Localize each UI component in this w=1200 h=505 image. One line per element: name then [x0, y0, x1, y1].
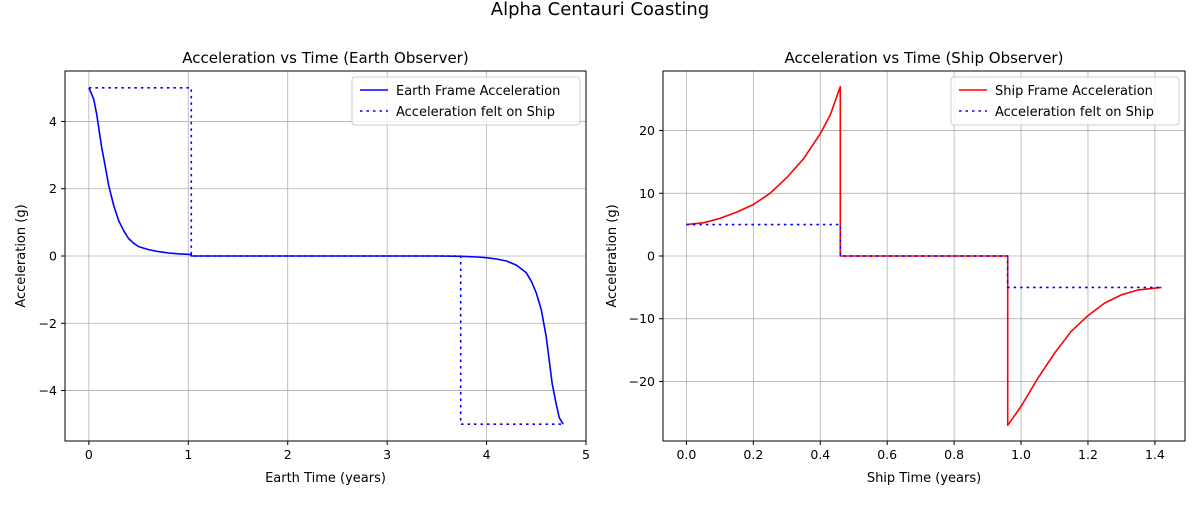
ship-x-tick-label: 0.6: [877, 447, 897, 462]
earth-x-tick-label: 3: [383, 447, 391, 462]
ship-x-ticks: 0.0 0.2 0.4 0.6 0.8 1.0 1.2 1.4: [676, 441, 1165, 462]
earth-chart-title: Acceleration vs Time (Earth Observer): [182, 49, 468, 67]
earth-x-tick-label: 4: [483, 447, 491, 462]
ship-series-felt-on-ship-line: [686, 223, 1162, 289]
ship-legend-label: Ship Frame Acceleration: [995, 84, 1153, 99]
ship-y-axis-label: Acceleration (g): [605, 204, 620, 307]
earth-legend-box: [351, 76, 581, 126]
ship-x-tick-label: 1.2: [1078, 447, 1098, 462]
earth-legend-label: Acceleration felt on Ship: [396, 105, 555, 120]
ship-y-tick-label: 10: [639, 186, 655, 201]
earth-legend-label: Earth Frame Acceleration: [396, 84, 560, 99]
ship-x-tick-label: 1.0: [1011, 447, 1031, 462]
ship-x-tick-label: 0.0: [676, 447, 696, 462]
earth-series-felt-on-ship-line: [88, 87, 564, 425]
ship-x-tick-label: 0.4: [810, 447, 830, 462]
ship-observer-chart: Acceleration vs Time (Ship Observer) 0.0…: [605, 49, 1186, 486]
ship-legend: Ship Frame Acceleration Acceleration felt…: [950, 76, 1180, 126]
earth-x-tick-label: 2: [284, 447, 292, 462]
ship-grid: [663, 71, 1185, 441]
earth-y-tick-label: −2: [39, 316, 57, 331]
earth-series-lines: [88, 87, 564, 425]
earth-y-tick-label: 4: [49, 114, 57, 129]
ship-y-tick-label: 20: [639, 123, 655, 138]
earth-y-tick-label: 0: [49, 249, 57, 264]
ship-legend-box: [950, 76, 1180, 126]
earth-observer-chart: Acceleration vs Time (Earth Observer) 0 1…: [14, 49, 590, 486]
ship-y-tick-label: 0: [647, 249, 655, 264]
ship-x-tick-label: 1.4: [1145, 447, 1165, 462]
earth-y-tick-label: 2: [49, 181, 57, 196]
ship-y-tick-label: −20: [629, 374, 655, 389]
ship-x-tick-label: 0.8: [944, 447, 964, 462]
earth-legend: Earth Frame Acceleration Acceleration fel…: [351, 76, 581, 126]
earth-series-frame-acceleration-line: [88, 87, 564, 425]
earth-x-axis-label: Earth Time (years): [265, 471, 386, 486]
ship-series-lines: [686, 85, 1162, 427]
ship-x-axis-label: Ship Time (years): [867, 471, 981, 486]
ship-series-frame-acceleration-line: [686, 85, 1162, 427]
ship-y-ticks: −20 −10 0 10 20: [629, 123, 663, 389]
earth-y-tick-label: −4: [39, 383, 57, 398]
ship-chart-title: Acceleration vs Time (Ship Observer): [785, 49, 1064, 67]
ship-x-tick-label: 0.2: [743, 447, 763, 462]
earth-x-tick-label: 0: [85, 447, 93, 462]
ship-y-tick-label: −10: [629, 311, 655, 326]
earth-y-ticks: −4 −2 0 2 4: [39, 114, 65, 398]
ship-legend-label: Acceleration felt on Ship: [995, 105, 1154, 120]
earth-x-tick-label: 5: [582, 447, 590, 462]
earth-y-axis-label: Acceleration (g): [14, 204, 29, 307]
figure-title: Alpha Centauri Coasting: [491, 0, 709, 20]
earth-x-ticks: 0 1 2 3 4 5: [85, 441, 590, 462]
earth-x-tick-label: 1: [184, 447, 192, 462]
